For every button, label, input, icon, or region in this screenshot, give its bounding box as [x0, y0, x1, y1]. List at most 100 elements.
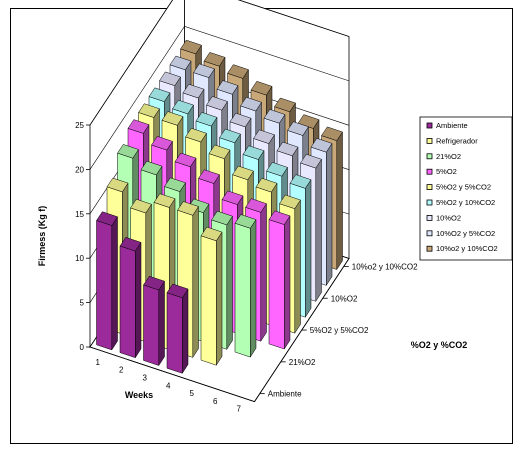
x-tick-label: 7: [237, 405, 242, 414]
bar-top: [289, 174, 312, 189]
bar-top: [140, 160, 163, 176]
x-tick-label: 1: [96, 358, 101, 367]
bar-top: [268, 210, 291, 225]
legend-swatch: [426, 184, 433, 191]
legend-swatch: [426, 214, 433, 221]
bar-top: [242, 145, 265, 160]
legend-swatch: [426, 245, 433, 252]
bar-side: [250, 218, 257, 358]
legend-label: 10%o2 y 10%CO2: [436, 244, 498, 253]
bar-top: [203, 52, 226, 67]
bar-top: [200, 226, 223, 242]
bar-top: [193, 63, 215, 78]
bar-top: [172, 99, 194, 115]
bar-top: [300, 153, 322, 169]
y-tick-label: 15: [75, 210, 84, 219]
bar-top: [310, 138, 333, 153]
bar-top: [266, 162, 288, 177]
bar-top: [250, 81, 273, 96]
bar-front: [96, 220, 113, 351]
x-tick-label: 3: [143, 374, 148, 383]
bar-side: [284, 215, 291, 350]
legend-label: Refrigerador: [436, 136, 478, 145]
bar-top: [279, 194, 301, 209]
bar-top: [287, 121, 309, 136]
bar-top: [180, 39, 202, 55]
bar-side: [326, 142, 333, 287]
depth-tick-label: Ambiente: [268, 390, 302, 399]
y-gridline: [89, 0, 350, 126]
bar-top: [227, 64, 249, 79]
bar-front: [234, 222, 251, 358]
bar-top: [216, 80, 239, 95]
legend-label: 5%O2 y 5%CO2: [436, 183, 491, 192]
legend-label: 5%O2 y 10%CO2: [436, 198, 495, 207]
bar-top: [169, 55, 192, 71]
x-tick-label: 2: [119, 366, 124, 375]
bar-top: [229, 112, 252, 128]
depth-tick-label: 10%o2 y 10%CO2: [352, 262, 418, 271]
bar-top: [185, 127, 207, 143]
bar-side: [260, 202, 267, 343]
legend-swatch: [426, 230, 433, 237]
legend-items: Ambiente Refrigerador 21%O2 5%O2 5%O2 y 5%CO…: [426, 121, 498, 253]
chart-bars: [96, 39, 343, 375]
x-tick-label: 4: [166, 381, 171, 390]
bar-top: [151, 136, 173, 151]
bar-top: [234, 214, 257, 229]
bar-top: [208, 144, 231, 159]
legend-swatch: [426, 137, 433, 144]
bar-top: [96, 211, 118, 226]
bar-top: [161, 111, 184, 126]
bar-front: [166, 292, 183, 374]
bar-top: [153, 193, 176, 208]
legend-label: 21%O2: [436, 152, 461, 161]
bar-top: [177, 201, 199, 216]
depth-tick-label: 10%O2: [331, 294, 358, 303]
legend-label: 5%O2: [436, 167, 457, 176]
y-gridline: [89, 25, 350, 170]
bar-top: [106, 177, 129, 193]
x-tick-label: 6: [213, 397, 218, 406]
y-axis-label: Firmess (Kg f): [37, 206, 47, 267]
bar-top: [245, 198, 267, 213]
chart-axes: 0 5 10 15 20 25 1 2 3 4 5 6 7 Ambiente 21%O2 5%O2 y 5%C…: [75, 121, 418, 414]
bar-top: [221, 190, 244, 205]
bar-top: [117, 144, 139, 159]
bar-side: [216, 231, 223, 367]
bar-top: [174, 152, 197, 168]
depth-tick-label: 5%O2 y 5%CO2: [310, 326, 369, 335]
bar-side: [305, 178, 312, 319]
bar-top: [138, 103, 160, 118]
bar-side: [158, 280, 165, 367]
bar-top: [211, 210, 233, 226]
legend: [419, 116, 513, 261]
bar-top: [166, 283, 189, 299]
bar-top: [232, 165, 254, 181]
bar-top: [182, 83, 205, 99]
bar-front: [119, 245, 136, 359]
bar-top: [127, 119, 150, 134]
legend-swatch: [426, 168, 433, 175]
bar: [200, 226, 223, 367]
bar: [166, 283, 189, 375]
bar-top: [148, 87, 171, 102]
bar-side: [135, 241, 142, 359]
bar-front: [200, 235, 217, 366]
bar-top: [263, 109, 286, 124]
bar-top: [195, 112, 218, 127]
bar-top: [119, 237, 142, 252]
bar: [268, 210, 291, 350]
y-tick-label: 5: [80, 299, 85, 308]
x-tick-label: 5: [190, 389, 195, 398]
bar: [143, 275, 165, 367]
bar: [177, 201, 199, 359]
bar-front: [268, 219, 285, 350]
bar-top: [253, 129, 275, 144]
bar-top: [143, 275, 165, 291]
bar-side: [111, 215, 118, 351]
bar-top: [219, 128, 241, 144]
bar: [96, 211, 118, 351]
bar-top: [206, 96, 228, 111]
